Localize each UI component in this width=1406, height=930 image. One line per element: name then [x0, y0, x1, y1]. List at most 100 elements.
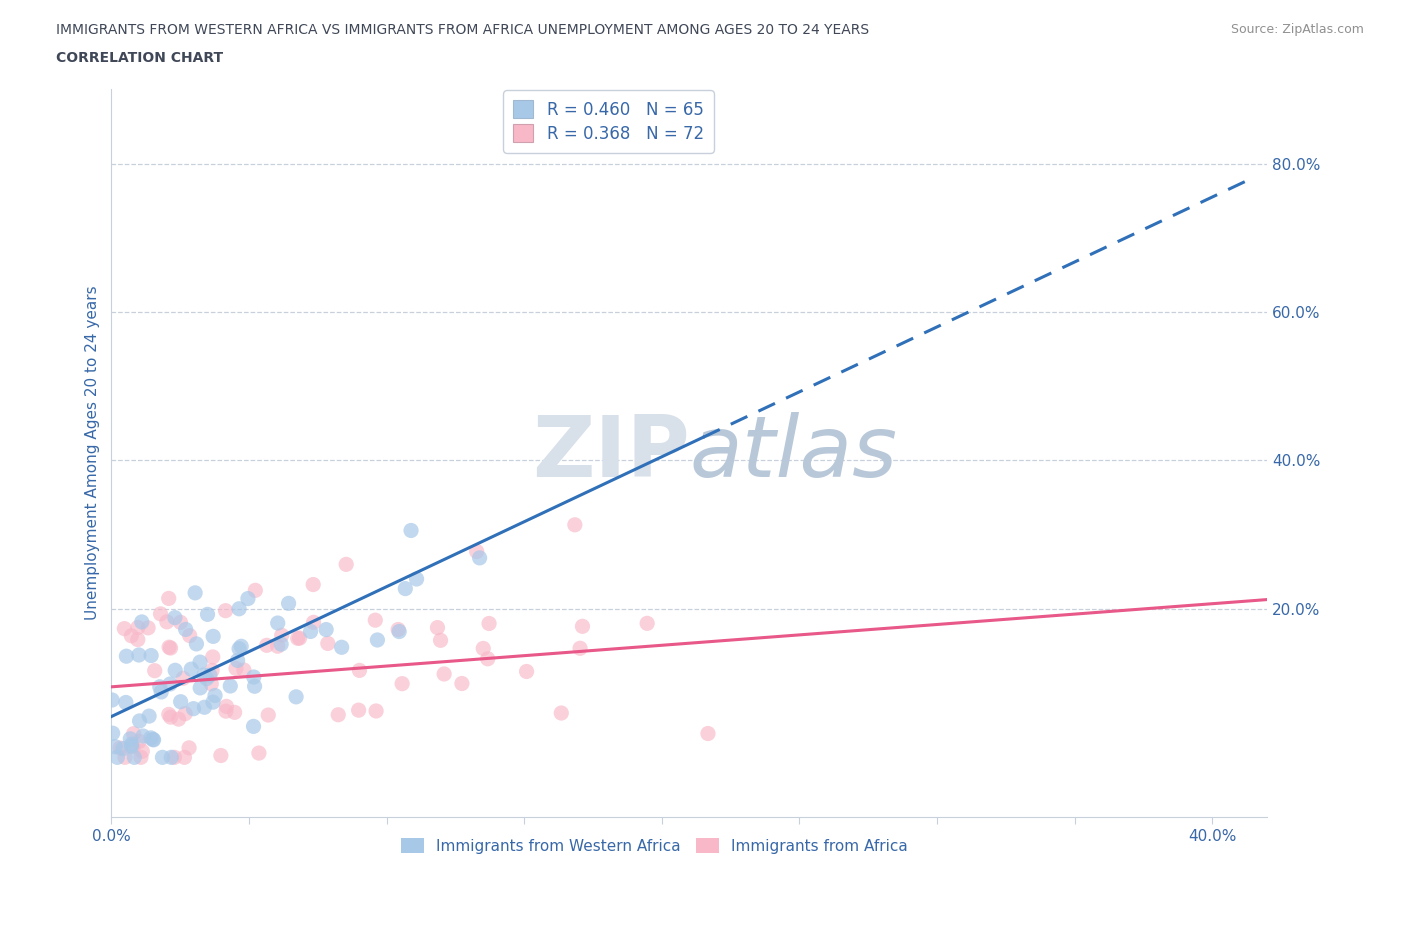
Point — [204, 688, 226, 703]
Point — [287, 631, 309, 645]
Point — [224, 705, 246, 720]
Point — [124, 750, 146, 764]
Point — [128, 647, 150, 662]
Point — [388, 624, 411, 639]
Point — [108, 740, 131, 755]
Point — [128, 713, 150, 728]
Point — [139, 730, 162, 745]
Point — [364, 703, 387, 718]
Point — [172, 671, 194, 685]
Point — [232, 662, 254, 677]
Point — [156, 615, 179, 630]
Point — [270, 628, 292, 643]
Point — [101, 725, 124, 740]
Point — [105, 750, 128, 764]
Point — [129, 750, 152, 764]
Point — [131, 744, 153, 759]
Point — [202, 629, 225, 644]
Point — [122, 739, 145, 754]
Point — [114, 750, 136, 764]
Point — [330, 640, 353, 655]
Point — [201, 695, 224, 710]
Point — [174, 622, 197, 637]
Point — [121, 738, 143, 753]
Point — [122, 726, 145, 741]
Y-axis label: Unemployment Among Ages 20 to 24 years: Unemployment Among Ages 20 to 24 years — [86, 286, 100, 620]
Point — [228, 602, 250, 617]
Point — [636, 616, 658, 631]
Point — [267, 616, 290, 631]
Point — [131, 615, 153, 630]
Point — [193, 668, 215, 683]
Point — [169, 615, 191, 630]
Text: CORRELATION CHART: CORRELATION CHART — [56, 51, 224, 65]
Point — [149, 679, 172, 694]
Point — [228, 642, 250, 657]
Point — [201, 663, 224, 678]
Point — [142, 733, 165, 748]
Point — [399, 523, 422, 538]
Point — [127, 620, 149, 635]
Point — [159, 641, 181, 656]
Point — [394, 581, 416, 596]
Point — [159, 676, 181, 691]
Point — [564, 517, 586, 532]
Point — [472, 641, 495, 656]
Point — [169, 695, 191, 710]
Point — [315, 622, 337, 637]
Point — [120, 629, 142, 644]
Point — [136, 620, 159, 635]
Point — [186, 636, 208, 651]
Point — [139, 648, 162, 663]
Point — [163, 610, 186, 625]
Point — [165, 663, 187, 678]
Point — [302, 615, 325, 630]
Point — [426, 620, 449, 635]
Point — [215, 704, 238, 719]
Point — [316, 636, 339, 651]
Point — [231, 639, 253, 654]
Point — [180, 662, 202, 677]
Point — [335, 557, 357, 572]
Point — [328, 708, 350, 723]
Point — [142, 732, 165, 747]
Point — [347, 703, 370, 718]
Point — [152, 750, 174, 764]
Point — [198, 668, 221, 683]
Text: Source: ZipAtlas.com: Source: ZipAtlas.com — [1230, 23, 1364, 36]
Point — [104, 739, 127, 754]
Point — [451, 676, 474, 691]
Point — [115, 695, 138, 710]
Point — [571, 618, 593, 633]
Point — [193, 700, 215, 715]
Point — [302, 578, 325, 592]
Point — [245, 583, 267, 598]
Point — [285, 689, 308, 704]
Point — [197, 607, 219, 622]
Point — [468, 551, 491, 565]
Point — [160, 750, 183, 764]
Point — [387, 622, 409, 637]
Point — [569, 641, 592, 656]
Point — [143, 663, 166, 678]
Point — [433, 667, 456, 682]
Point — [391, 676, 413, 691]
Legend: Immigrants from Western Africa, Immigrants from Africa: Immigrants from Western Africa, Immigran… — [395, 832, 914, 860]
Point — [242, 719, 264, 734]
Text: ZIP: ZIP — [531, 412, 689, 495]
Point — [112, 621, 135, 636]
Point — [183, 701, 205, 716]
Point — [132, 728, 155, 743]
Point — [149, 606, 172, 621]
Point — [150, 684, 173, 699]
Point — [173, 750, 195, 764]
Point — [236, 591, 259, 606]
Point — [201, 649, 224, 664]
Point — [516, 664, 538, 679]
Point — [174, 706, 197, 721]
Point — [214, 604, 236, 618]
Point — [200, 676, 222, 691]
Point — [167, 711, 190, 726]
Point — [179, 628, 201, 643]
Point — [195, 671, 218, 686]
